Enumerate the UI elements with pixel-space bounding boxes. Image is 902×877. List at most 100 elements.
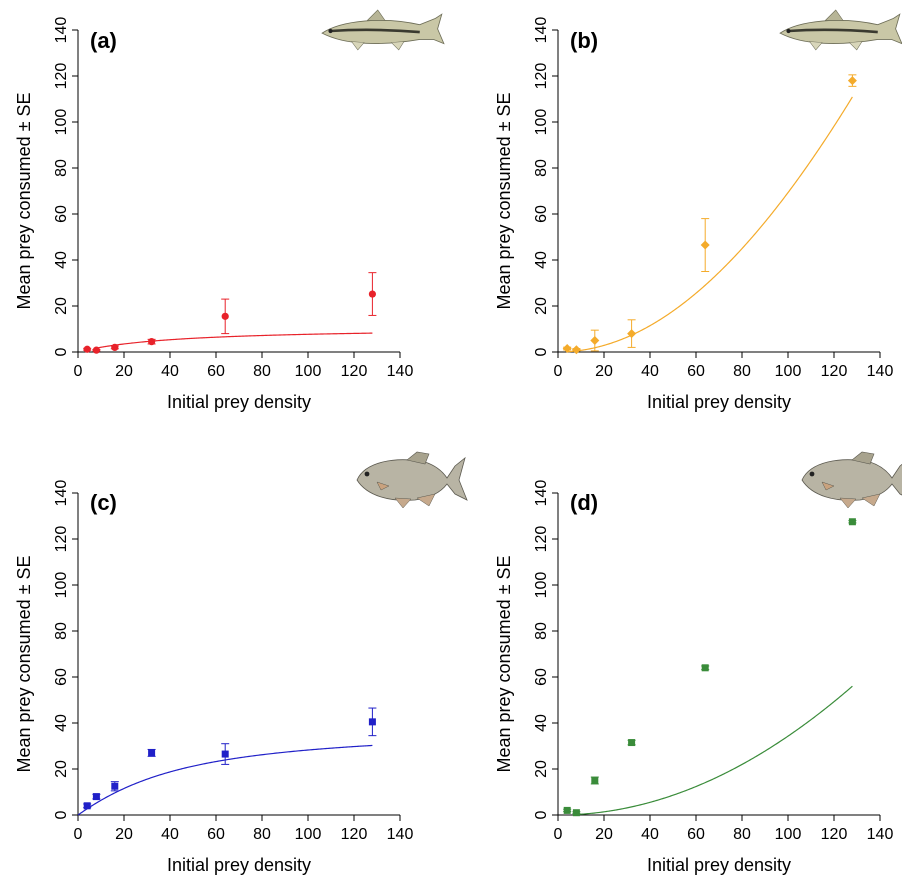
data-point xyxy=(700,240,710,250)
x-axis-title: Initial prey density xyxy=(647,392,791,412)
x-tick-label: 80 xyxy=(253,826,271,843)
x-tick-label: 100 xyxy=(775,363,802,380)
x-tick-label: 40 xyxy=(641,363,659,380)
fitted-curve xyxy=(576,685,853,816)
y-tick-label: 40 xyxy=(533,714,550,732)
data-point xyxy=(221,750,229,758)
fitted-curve xyxy=(567,96,853,353)
y-axis-title: Mean prey consumed ± SE xyxy=(14,93,34,310)
x-tick-label: 80 xyxy=(253,363,271,380)
data-point xyxy=(628,739,636,747)
data-point xyxy=(111,343,119,351)
y-tick-label: 120 xyxy=(53,526,70,553)
y-tick-label: 60 xyxy=(533,205,550,223)
chart-panel: 0 20 40 60 80 100 120 140 0 20 40 60 80 100 120 140 Init… xyxy=(14,9,445,412)
y-tick-label: 20 xyxy=(53,760,70,778)
y-tick-label: 0 xyxy=(53,810,70,819)
y-axis-title: Mean prey consumed ± SE xyxy=(494,556,514,773)
minnow-fish-icon xyxy=(321,9,445,51)
x-tick-label: 0 xyxy=(74,363,83,380)
y-tick-label: 0 xyxy=(53,347,70,356)
x-tick-label: 0 xyxy=(74,826,83,843)
panel-label: (d) xyxy=(570,490,598,515)
x-tick-label: 100 xyxy=(295,363,322,380)
x-tick-label: 60 xyxy=(687,826,705,843)
fitted-curve xyxy=(96,332,373,349)
y-tick-label: 20 xyxy=(53,297,70,315)
x-tick-label: 60 xyxy=(207,826,225,843)
data-point xyxy=(572,809,580,817)
data-point xyxy=(111,782,119,790)
x-tick-label: 140 xyxy=(867,363,894,380)
data-point xyxy=(368,290,376,298)
x-tick-label: 120 xyxy=(341,363,368,380)
x-tick-label: 60 xyxy=(687,363,705,380)
y-tick-label: 0 xyxy=(533,347,550,356)
x-tick-label: 20 xyxy=(595,826,613,843)
x-tick-label: 120 xyxy=(821,363,848,380)
data-point xyxy=(562,344,572,354)
y-tick-label: 120 xyxy=(53,63,70,90)
y-tick-label: 100 xyxy=(53,572,70,599)
y-tick-label: 60 xyxy=(53,205,70,223)
x-tick-label: 140 xyxy=(387,826,414,843)
chart-panel: 0 20 40 60 80 100 120 140 0 20 40 60 80 100 120 140 Init… xyxy=(494,451,902,875)
y-tick-label: 80 xyxy=(533,622,550,640)
y-tick-label: 140 xyxy=(53,17,70,44)
data-point xyxy=(148,749,156,757)
x-tick-label: 0 xyxy=(554,826,563,843)
x-tick-label: 120 xyxy=(341,826,368,843)
x-tick-label: 140 xyxy=(867,826,894,843)
panel-label: (a) xyxy=(90,28,117,53)
y-tick-label: 100 xyxy=(53,109,70,136)
data-point xyxy=(92,793,100,801)
chart-panel: 0 20 40 60 80 100 120 140 0 20 40 60 80 100 120 140 Init… xyxy=(14,451,468,875)
data-point xyxy=(701,664,709,672)
minnow-fish-icon xyxy=(779,9,902,51)
x-tick-label: 0 xyxy=(554,363,563,380)
data-point xyxy=(221,312,229,320)
bream-fish-icon xyxy=(356,451,468,509)
x-tick-label: 40 xyxy=(161,826,179,843)
y-tick-label: 140 xyxy=(533,17,550,44)
y-tick-label: 40 xyxy=(533,251,550,269)
x-axis-title: Initial prey density xyxy=(167,392,311,412)
y-tick-label: 120 xyxy=(533,63,550,90)
data-point xyxy=(848,518,856,526)
y-tick-label: 80 xyxy=(53,622,70,640)
data-point xyxy=(92,346,100,354)
data-point xyxy=(590,336,600,345)
y-tick-label: 20 xyxy=(533,297,550,315)
data-point xyxy=(83,345,91,353)
data-point xyxy=(148,338,156,346)
x-tick-label: 80 xyxy=(733,363,751,380)
x-tick-label: 60 xyxy=(207,363,225,380)
y-tick-label: 100 xyxy=(533,572,550,599)
y-tick-label: 120 xyxy=(533,526,550,553)
y-tick-label: 140 xyxy=(533,480,550,507)
panel-label: (b) xyxy=(570,28,598,53)
y-tick-label: 80 xyxy=(53,159,70,177)
y-tick-label: 60 xyxy=(533,668,550,686)
x-tick-label: 100 xyxy=(775,826,802,843)
x-axis-title: Initial prey density xyxy=(647,855,791,875)
y-tick-label: 140 xyxy=(53,480,70,507)
bream-fish-icon xyxy=(801,451,902,509)
data-point xyxy=(591,777,599,784)
x-tick-label: 20 xyxy=(595,363,613,380)
chart-panel: 0 20 40 60 80 100 120 140 0 20 40 60 80 100 120 140 Init… xyxy=(494,9,902,412)
x-tick-label: 80 xyxy=(733,826,751,843)
panel-label: (c) xyxy=(90,490,117,515)
y-axis-title: Mean prey consumed ± SE xyxy=(494,93,514,310)
y-tick-label: 100 xyxy=(533,109,550,136)
data-point xyxy=(83,802,91,810)
y-tick-label: 60 xyxy=(53,668,70,686)
x-tick-label: 20 xyxy=(115,826,133,843)
x-tick-label: 140 xyxy=(387,363,414,380)
data-point xyxy=(847,76,857,86)
y-tick-label: 0 xyxy=(533,810,550,819)
y-tick-label: 40 xyxy=(53,251,70,269)
x-axis-title: Initial prey density xyxy=(167,855,311,875)
y-tick-label: 20 xyxy=(533,760,550,778)
